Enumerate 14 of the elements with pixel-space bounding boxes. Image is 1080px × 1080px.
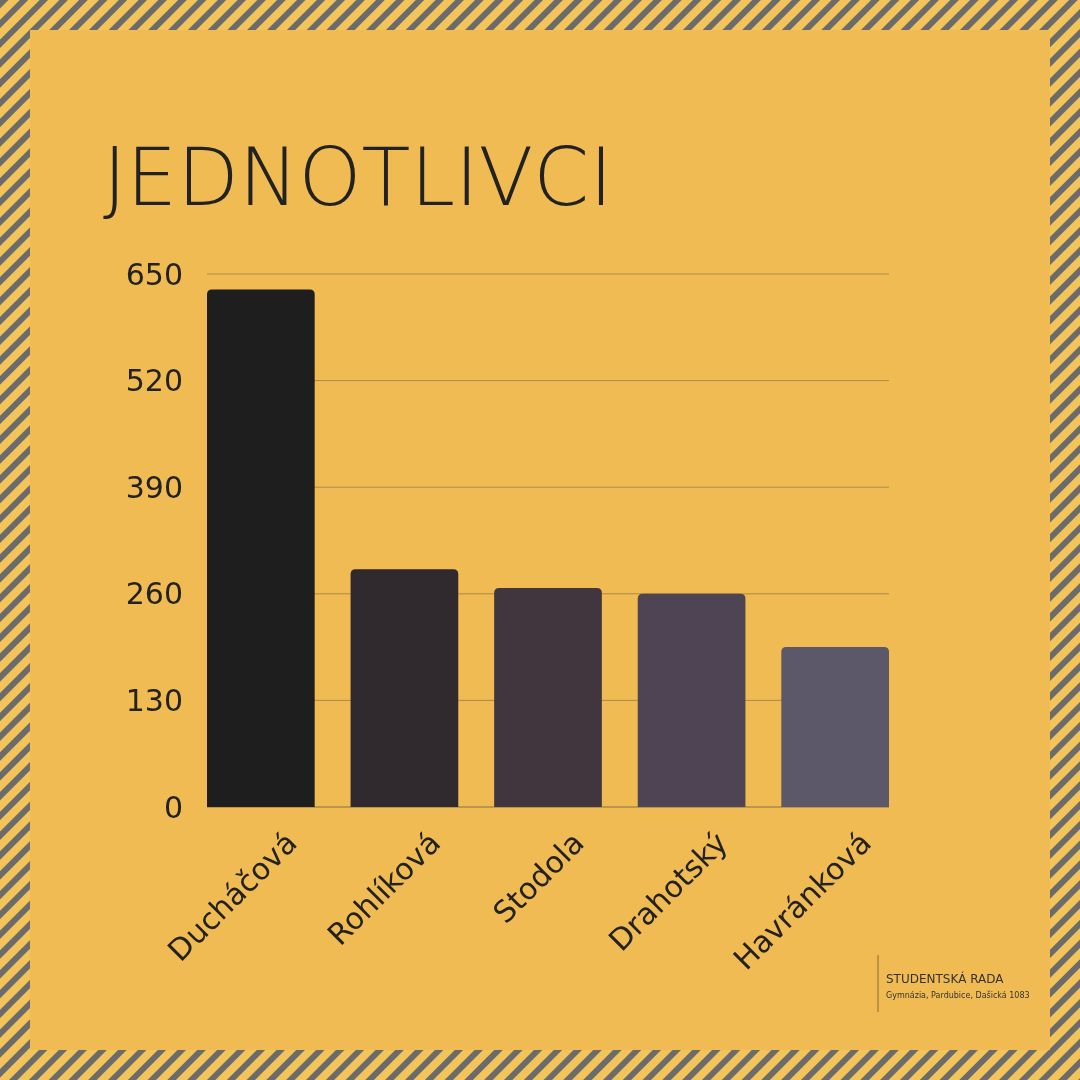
y-tick-label: 650 xyxy=(125,256,183,292)
text: Gymnázia, Pardubice, Dašická 1083 xyxy=(886,990,1030,1000)
bar xyxy=(781,647,889,807)
y-tick-label: 260 xyxy=(125,576,183,612)
y-tick-label: 0 xyxy=(163,789,183,825)
text: STUDENTSKÁ RADA xyxy=(886,971,1005,986)
chart-title: JEDNOTLIVCI xyxy=(103,131,613,224)
bar xyxy=(637,593,746,807)
bar xyxy=(207,289,315,807)
bar xyxy=(494,588,602,807)
y-tick-label: 130 xyxy=(125,682,183,718)
bar xyxy=(350,569,459,807)
y-tick-label: 520 xyxy=(125,363,183,399)
y-tick-label: 390 xyxy=(125,469,183,505)
